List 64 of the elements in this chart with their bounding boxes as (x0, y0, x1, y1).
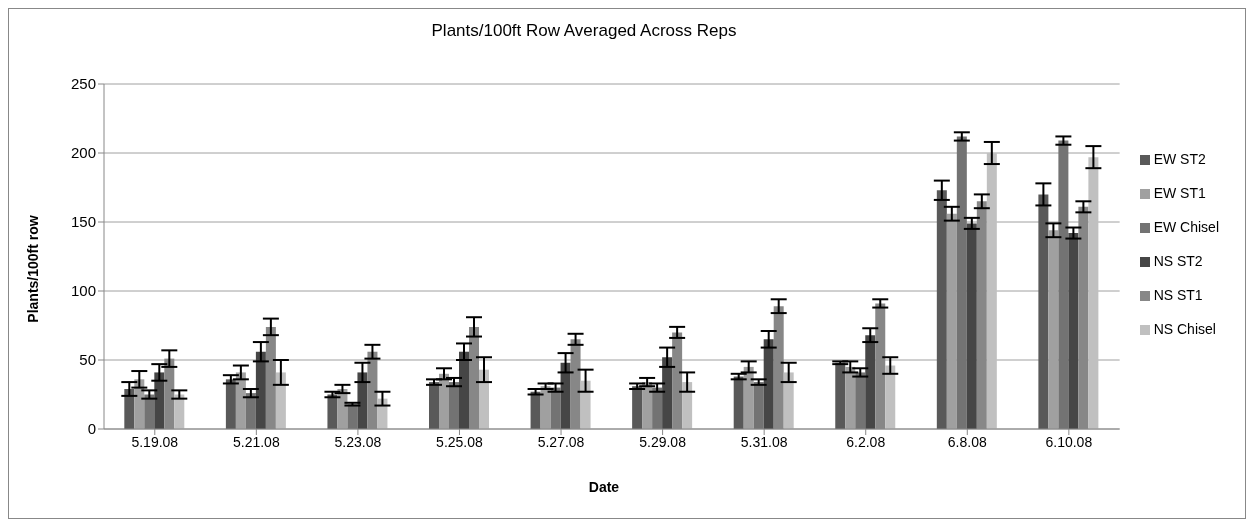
bar (124, 388, 135, 429)
bar (540, 386, 551, 429)
bar (255, 351, 266, 429)
bar (763, 339, 774, 429)
bar (936, 190, 947, 429)
bar (1038, 194, 1049, 429)
bar (652, 387, 663, 429)
bar (1088, 157, 1099, 429)
x-tick-label: 5.31.08 (740, 433, 788, 450)
bar (956, 136, 967, 429)
bar (743, 366, 754, 429)
bar (682, 382, 693, 429)
bar (429, 382, 440, 429)
bar (835, 362, 846, 429)
bar (275, 372, 286, 429)
bar (632, 386, 643, 429)
bar (479, 369, 490, 429)
bar (885, 365, 896, 429)
bar (1058, 140, 1069, 429)
legend-label: EW Chisel (1153, 219, 1219, 235)
y-tick-label: 50 (79, 351, 96, 369)
bar (753, 382, 764, 429)
y-tick-label: 200 (70, 144, 96, 162)
y-tick-label: 250 (70, 75, 96, 93)
bar (986, 153, 997, 429)
bar (966, 223, 977, 429)
bar (449, 382, 460, 429)
bar (865, 335, 876, 429)
legend-label: EW ST1 (1153, 185, 1206, 201)
x-tick-label: 6.10.08 (1045, 433, 1093, 450)
bar (662, 357, 673, 429)
bar (855, 372, 866, 429)
bar (357, 372, 368, 429)
bar (946, 213, 957, 429)
x-tick-label: 6.8.08 (947, 433, 987, 450)
chart-title: Plants/100ft Row Averaged Across Reps (430, 21, 738, 41)
x-tick-label: 5.29.08 (639, 433, 687, 450)
bar (783, 372, 794, 429)
y-tick-label: 150 (70, 213, 96, 231)
legend-label: NS ST2 (1153, 253, 1203, 269)
legend-label: NS ST1 (1153, 287, 1203, 303)
bar (845, 366, 856, 429)
bar (439, 373, 450, 429)
bar (1048, 230, 1059, 429)
y-tick-label: 100 (70, 282, 96, 300)
x-tick-label: 5.23.08 (334, 433, 382, 450)
bar (154, 372, 165, 429)
bar (1068, 233, 1079, 429)
bar (225, 379, 236, 429)
x-tick-label: 5.27.08 (537, 433, 585, 450)
bar (733, 376, 744, 429)
x-tick-label: 6.2.08 (846, 433, 886, 450)
x-tick-label: 5.25.08 (436, 433, 484, 450)
x-axis-title: Date (587, 479, 621, 495)
x-tick-label: 5.21.08 (232, 433, 280, 450)
bar (245, 393, 256, 429)
legend-label: NS Chisel (1153, 321, 1216, 337)
y-tick-label: 0 (87, 420, 96, 438)
bar (530, 391, 541, 429)
y-axis-title: Plants/100ft row (25, 215, 41, 323)
x-tick-label: 5.19.08 (131, 433, 179, 450)
bar (560, 362, 571, 429)
bar (459, 351, 470, 429)
legend-label: EW ST2 (1153, 151, 1206, 167)
